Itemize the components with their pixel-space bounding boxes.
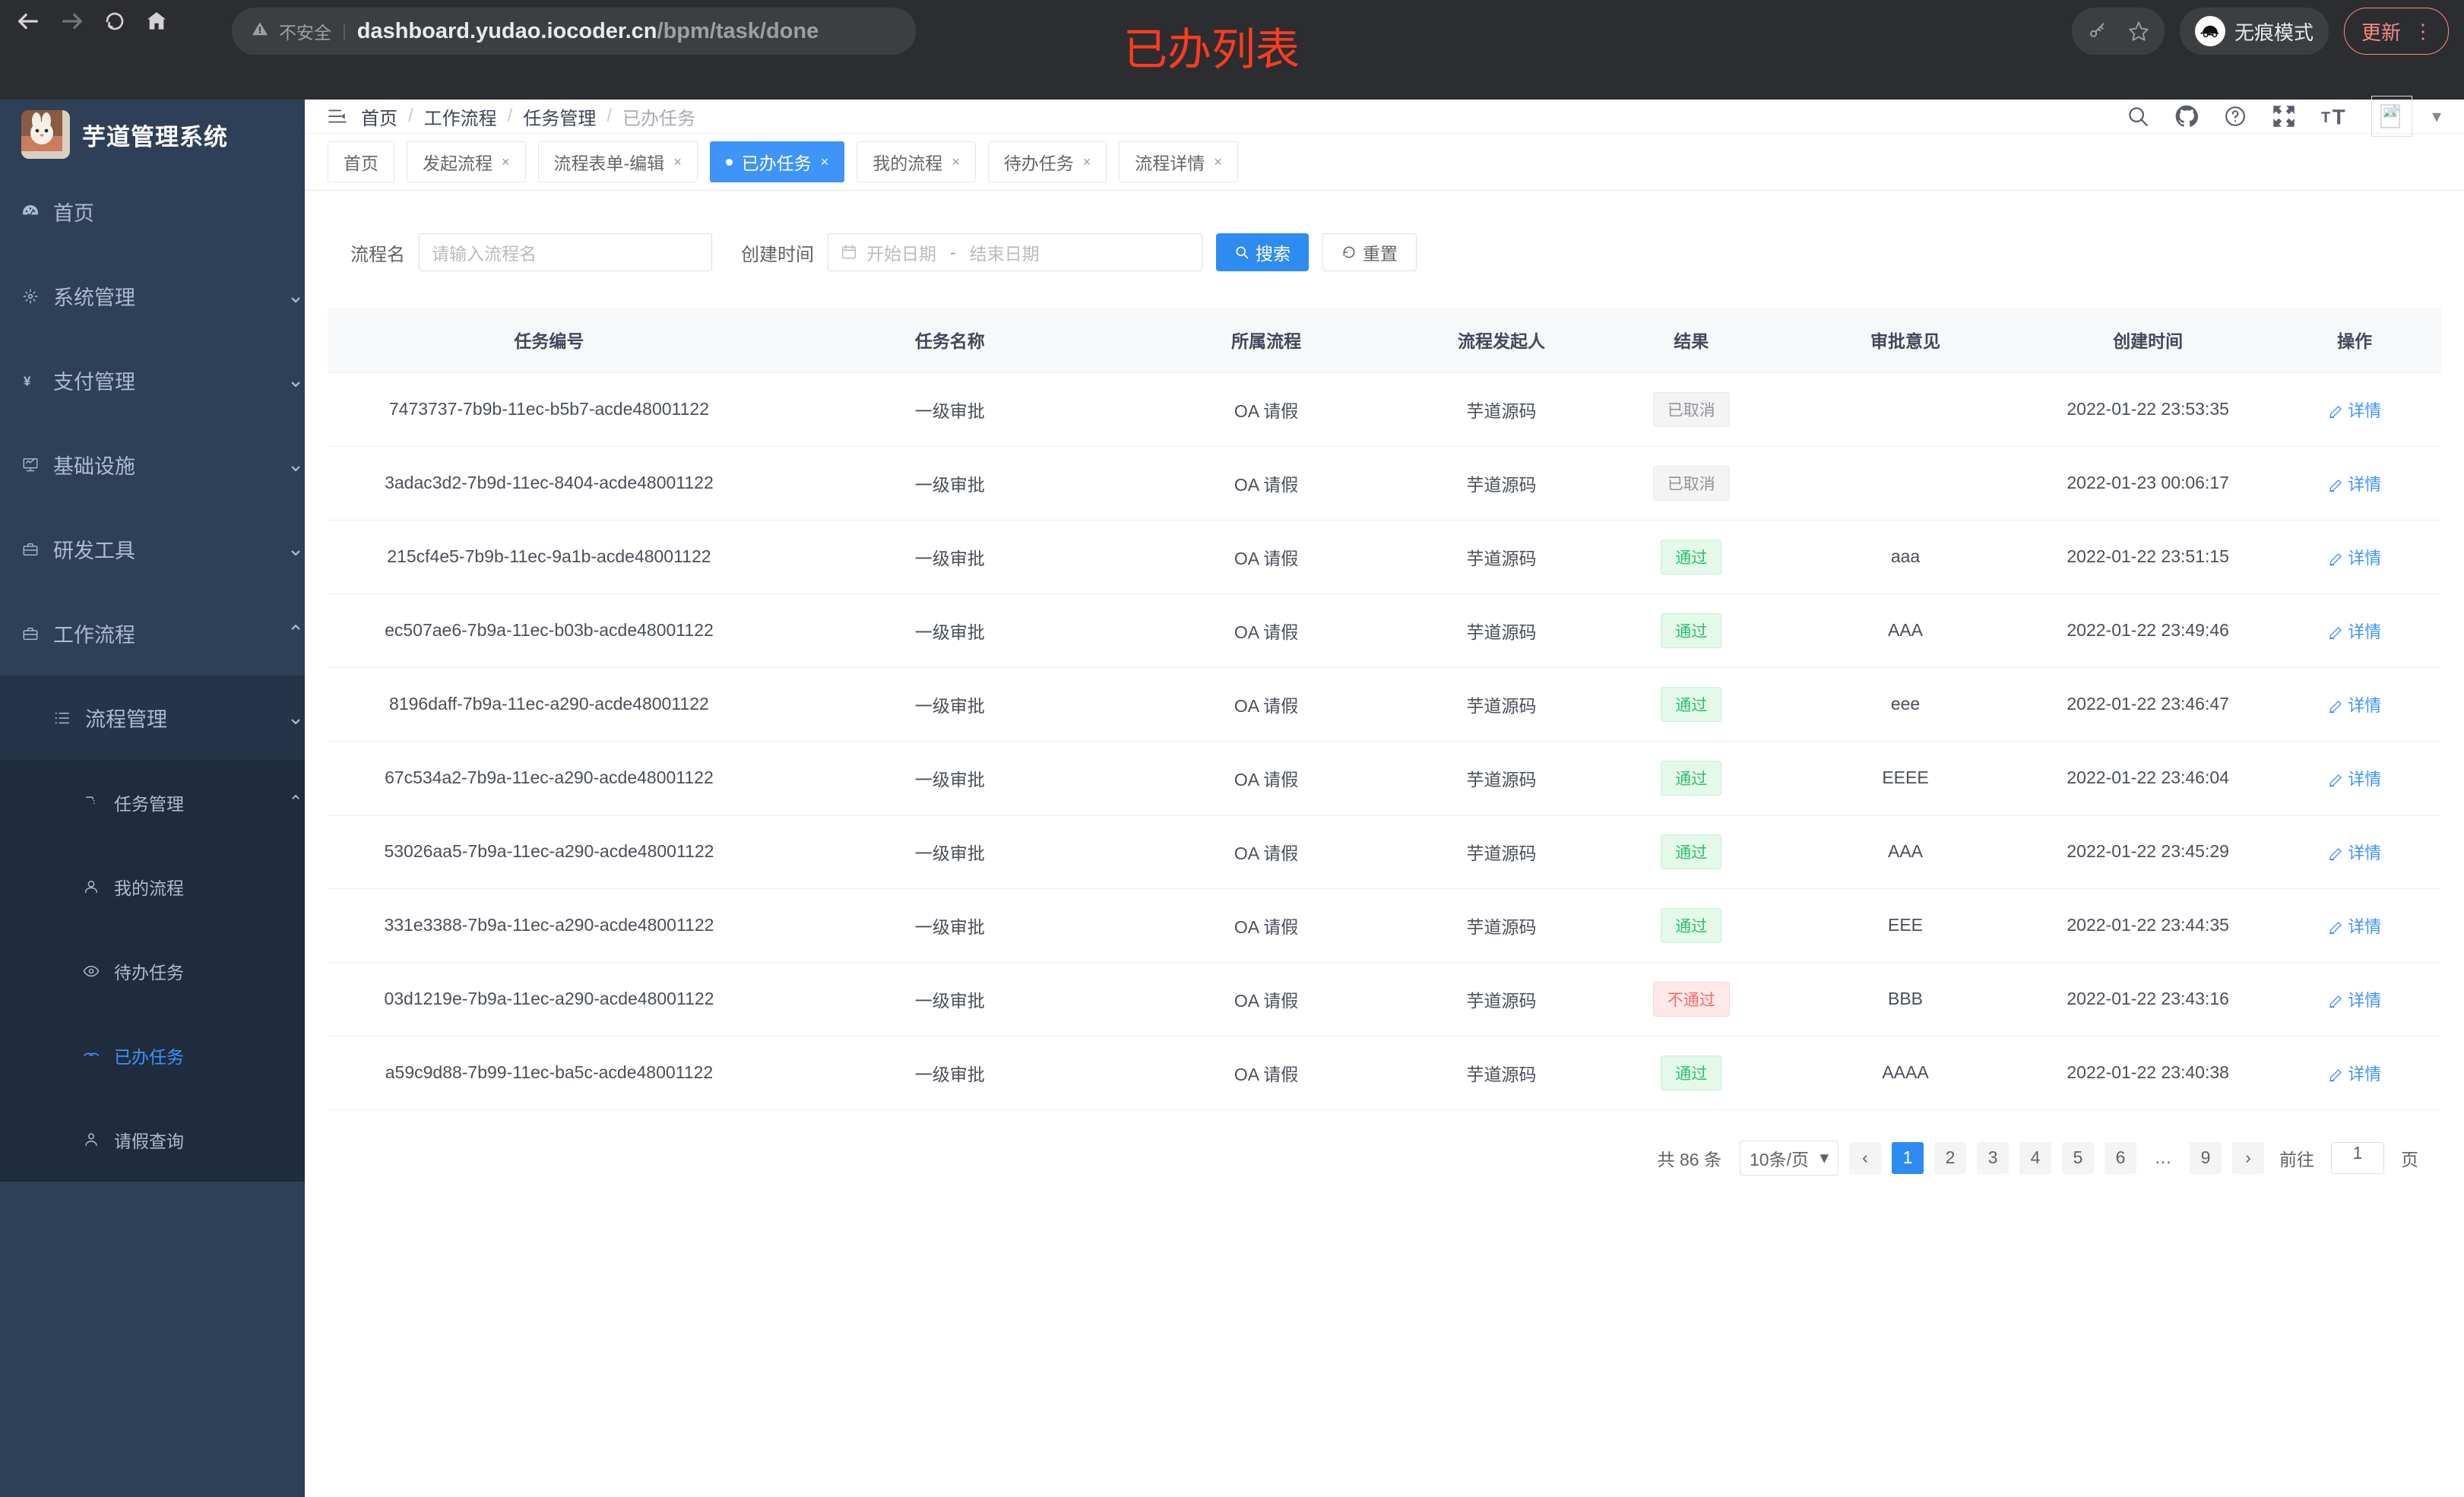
svg-text:¥: ¥ <box>24 373 31 388</box>
svg-text:T: T <box>2321 109 2330 127</box>
svg-text:T: T <box>2333 106 2345 128</box>
